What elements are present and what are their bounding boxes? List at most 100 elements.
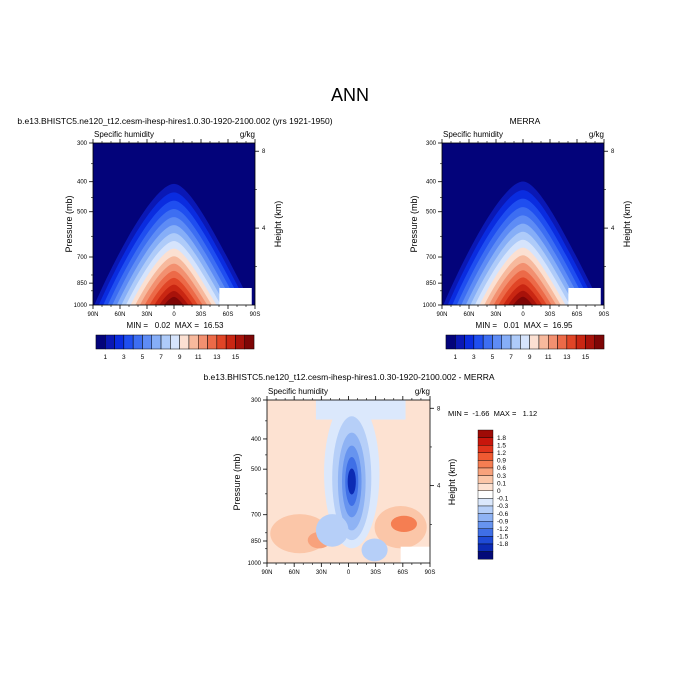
panel-merra-contours: [442, 143, 604, 305]
colorbar-swatch: [492, 334, 503, 350]
colorbar-swatch: [455, 334, 465, 350]
y-tick-label: 1000: [74, 303, 88, 309]
colorbar-swatch: [477, 437, 494, 446]
colorbar-swatch: [510, 334, 521, 350]
colorbar-swatch: [105, 334, 115, 350]
colorbar-label: 7: [159, 354, 163, 361]
y-tick-label: 400: [251, 437, 262, 443]
colorbar-label: 3: [472, 354, 476, 361]
panel-merra: MERRA Specific humidity g/kg 30040050070…: [409, 116, 632, 361]
colorbar-label: -0.1: [497, 496, 509, 503]
contour-band: [164, 296, 184, 305]
x-tick-label: 30N: [141, 312, 152, 318]
colorbar-label: -0.3: [497, 503, 509, 510]
panel-diff-minmax: MIN = -1.66 MAX = 1.12: [448, 409, 537, 418]
colorbar-label: 0.1: [497, 480, 506, 487]
y-tick-label: 1000: [248, 561, 262, 567]
x-tick-label: 30S: [196, 312, 207, 318]
y-tick-label: 500: [251, 467, 262, 473]
contour-band: [513, 296, 533, 305]
x-tick-label: 0: [521, 312, 525, 318]
x-tick-label: 60N: [289, 570, 300, 576]
colorbar-swatch: [207, 334, 218, 350]
colorbar-swatch: [477, 429, 494, 438]
colorbar-swatch: [538, 334, 549, 350]
x-tick-label: 0: [347, 570, 351, 576]
y-tick-label: 400: [77, 180, 88, 186]
x-tick-label: 90N: [261, 570, 272, 576]
colorbar-merra: 1 3 5 7 9 11 13 15: [445, 334, 605, 361]
colorbar-label: 1: [103, 354, 107, 361]
colorbar-swatch: [95, 334, 106, 350]
panel-diff-ylabel: Pressure (mb): [232, 453, 242, 510]
colorbar-label: -1.5: [497, 534, 509, 541]
height-tick-label: 8: [262, 149, 266, 155]
colorbar-swatch: [566, 334, 577, 350]
height-tick-label: 4: [611, 226, 615, 232]
colorbar-label: -0.9: [497, 518, 509, 525]
colorbar-swatch: [477, 505, 494, 514]
colorbar-swatch: [114, 334, 125, 350]
colorbar-swatch: [477, 483, 494, 492]
contour-band: [390, 515, 417, 533]
colorbar-swatch: [473, 334, 484, 350]
colorbar-swatch: [464, 334, 475, 350]
colorbar-label: 3: [122, 354, 126, 361]
colorbar-swatch: [132, 334, 143, 350]
colorbar-swatch: [244, 334, 255, 350]
colorbar-swatch: [477, 521, 494, 530]
colorbar-label: 7: [509, 354, 513, 361]
colorbar-swatch: [477, 460, 494, 469]
x-tick-label: 60S: [223, 312, 234, 318]
y-tick-label: 850: [251, 539, 262, 545]
panel-diff-title: b.e13.BHISTC5.ne120_t12.cesm-ihesp-hires…: [203, 372, 494, 382]
colorbar-swatch: [179, 334, 190, 350]
y-tick-label: 1000: [423, 303, 437, 309]
colorbar-label: 1: [453, 354, 457, 361]
y-tick-label: 300: [251, 398, 262, 404]
height-tick-label: 8: [611, 149, 615, 155]
colorbar-swatch: [198, 334, 208, 350]
panel-diff-contours: [267, 400, 430, 563]
colorbar-swatch: [477, 452, 494, 461]
colorbar-model: 1 3 5 7 9 11 13 15: [95, 334, 255, 361]
x-tick-label: 90S: [599, 312, 610, 318]
contour-band: [347, 468, 356, 495]
masked-region: [400, 546, 430, 563]
colorbar-swatch: [188, 334, 199, 350]
y-tick-label: 850: [77, 281, 88, 287]
contour-band: [361, 538, 388, 562]
x-tick-label: 60N: [114, 312, 125, 318]
panel-diff: b.e13.BHISTC5.ne120_t12.cesm-ihesp-hires…: [203, 372, 537, 576]
panel-merra-left-string: Specific humidity: [443, 130, 503, 139]
y-tick-label: 300: [77, 141, 88, 147]
colorbar-label: -1.2: [497, 526, 509, 533]
panel-diff-ylabel-right: Height (km): [447, 459, 457, 506]
colorbar-swatch: [529, 334, 540, 350]
colorbar-label: 9: [528, 354, 532, 361]
panel-diff-axes: 300 400 500 700 850 1000 8 4 90N 60N 30N 0 30S 60S 90S: [248, 396, 441, 576]
colorbar-swatch: [477, 528, 494, 537]
colorbar-label: 13: [213, 354, 221, 361]
colorbar-swatch: [548, 334, 558, 350]
panel-merra-title: MERRA: [510, 116, 541, 126]
figure-title: ANN: [331, 85, 369, 105]
colorbar-swatch: [575, 334, 586, 350]
panel-merra-minmax: MIN = 0.01 MAX = 16.95: [476, 321, 573, 330]
panel-model-units: g/kg: [240, 130, 255, 139]
panel-model-minmax: MIN = 0.02 MAX = 16.53: [127, 321, 224, 330]
colorbar-label: 15: [232, 354, 240, 361]
panel-model-contours: [93, 143, 255, 305]
colorbar-label: 1.8: [497, 435, 506, 442]
colorbar-label: 0.6: [497, 465, 506, 472]
x-tick-label: 90S: [250, 312, 261, 318]
x-tick-label: 30N: [316, 570, 327, 576]
colorbar-label: 9: [178, 354, 182, 361]
x-tick-label: 0: [172, 312, 176, 318]
colorbar-swatch: [477, 490, 494, 499]
y-tick-label: 700: [251, 513, 262, 519]
colorbar-label: 0: [497, 488, 501, 495]
panel-merra-ylabel-right: Height (km): [622, 201, 632, 248]
panel-model-axes: 300 400 500 700 850 1000 8 4 90N 60N 30N 0 30S 60S 90S: [74, 139, 266, 318]
